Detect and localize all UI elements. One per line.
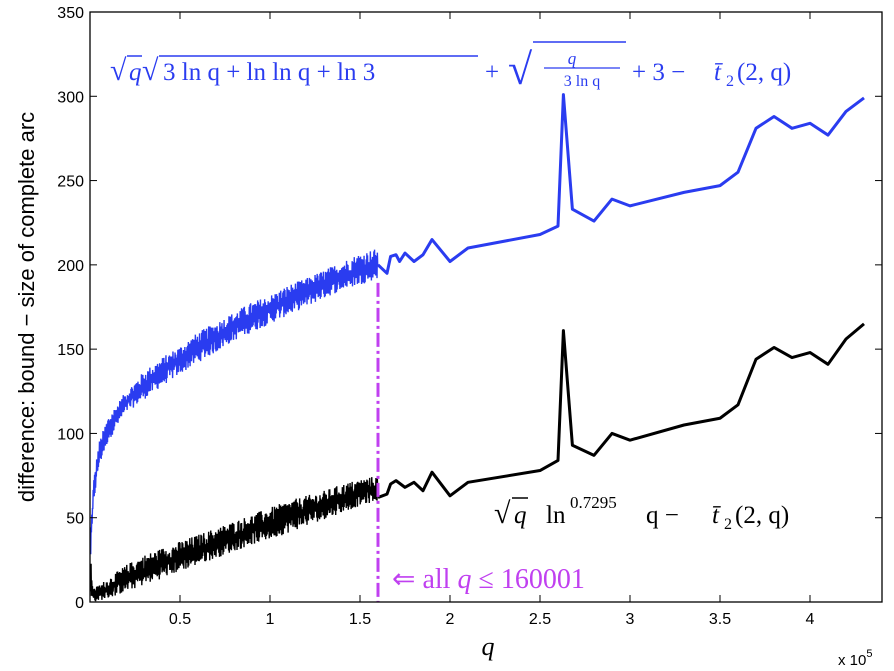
svg-text:q: q [514, 502, 527, 529]
x-tick-label: 3.5 [709, 611, 731, 628]
x-axis-label: q [482, 632, 495, 661]
plot-area [90, 12, 882, 602]
svg-text:+: + [485, 59, 499, 86]
svg-text:2: 2 [724, 516, 732, 533]
svg-text:√: √ [142, 54, 159, 87]
x-tick-label: 1.5 [349, 611, 371, 628]
series-layer [89, 93, 865, 602]
y-tick-label: 50 [66, 511, 84, 528]
svg-text:t̄: t̄ [714, 59, 724, 86]
y-tick-label: 100 [57, 426, 84, 443]
svg-text:t̄: t̄ [712, 502, 722, 529]
svg-text:⇐ all q ≤: ⇐ all q ≤ 160001 [392, 564, 585, 595]
svg-text:0.7295: 0.7295 [570, 493, 617, 512]
x-tick-label: 2 [446, 611, 455, 628]
svg-text:2: 2 [726, 73, 734, 90]
y-tick-label: 200 [57, 258, 84, 275]
svg-text:(2, q): (2, q) [735, 502, 789, 529]
y-tick-label: 0 [75, 595, 84, 612]
svg-text:ln: ln [546, 502, 566, 529]
y-tick-label: 350 [57, 5, 84, 22]
svg-text:q −: q − [646, 502, 679, 529]
x-tick-label: 0.5 [169, 611, 191, 628]
x-tick-label: 1 [266, 611, 275, 628]
svg-text:√: √ [508, 45, 533, 94]
svg-text:√: √ [110, 54, 127, 87]
x-tick-label: 2.5 [529, 611, 551, 628]
ticks-layer: 0.5 1 1.5 2 2.5 3 3.5 4 0 50 100 150 200 250 300 350 [57, 5, 882, 628]
y-tick-label: 150 [57, 342, 84, 359]
plot-frame [89, 11, 883, 603]
series-1-dense-line [89, 249, 379, 555]
formula-blue: √ q √ 3 ln q + ln ln q + ln 3 + √ q 3 ln… [110, 41, 791, 94]
series-1-sparse-line [376, 93, 865, 275]
x-tick-label: 4 [806, 611, 815, 628]
x-tick-label: 3 [626, 611, 635, 628]
y-tick-label: 250 [57, 174, 84, 191]
svg-text:(2, q): (2, q) [737, 59, 791, 86]
series-2-dense-line [89, 477, 379, 602]
y-tick-label: 300 [57, 89, 84, 106]
svg-text:q: q [568, 49, 577, 68]
formula-black: √ q ln 0.7295 q − t̄ 2 (2, q) [494, 493, 789, 533]
svg-text:+ 3 −: + 3 − [632, 59, 685, 86]
svg-text:3 ln q: 3 ln q [564, 73, 600, 90]
series-2-sparse-line [377, 322, 865, 499]
y-axis-label: difference: bound − size of complete arc [14, 112, 39, 502]
svg-text:3 ln q + ln ln q + ln 3: 3 ln q + ln ln q + ln 3 [163, 59, 375, 86]
svg-text:√: √ [494, 497, 511, 530]
x-axis-multiplier: x 105 [838, 648, 872, 669]
svg-text:q: q [129, 59, 142, 86]
threshold-annotation: ⇐ all q ≤ 160001 [392, 564, 585, 595]
